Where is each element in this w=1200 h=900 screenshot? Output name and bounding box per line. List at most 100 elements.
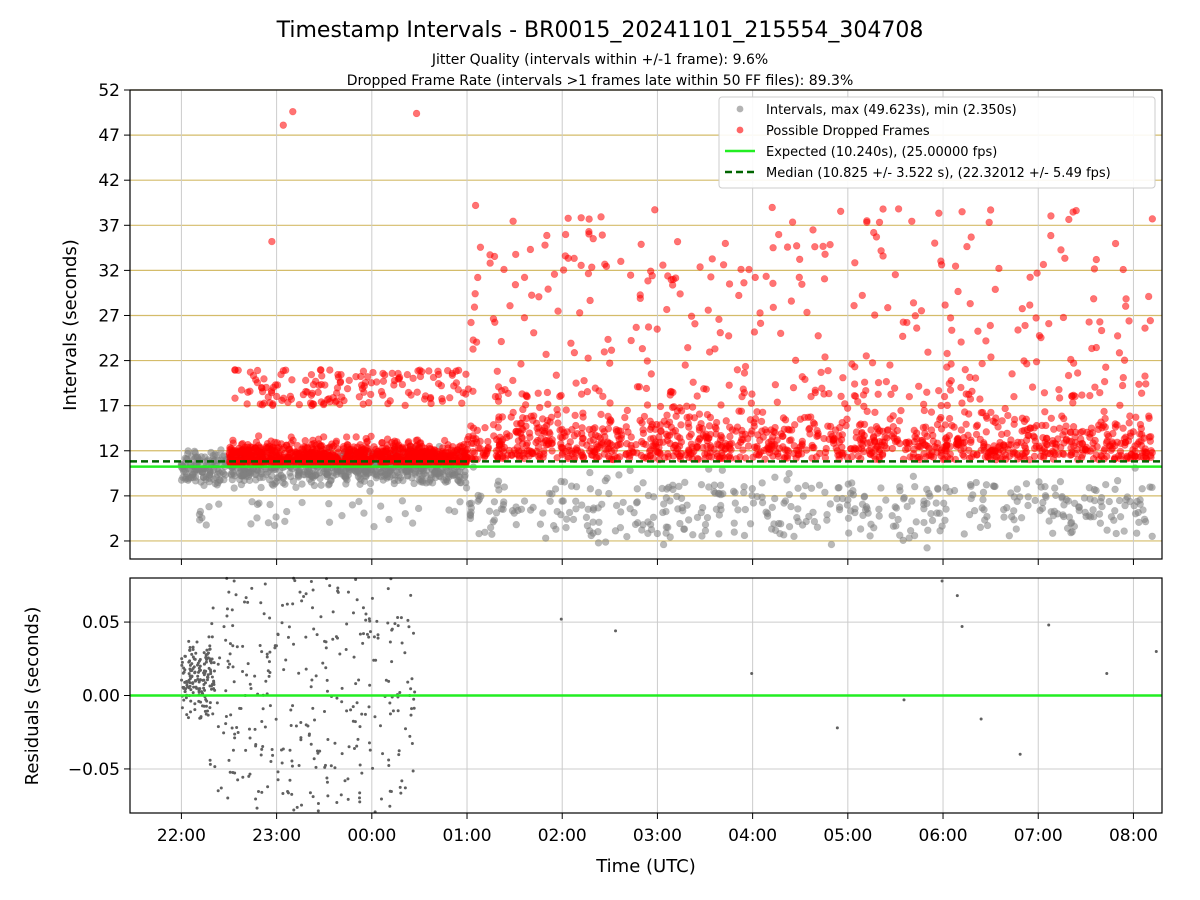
interval-point — [844, 529, 853, 537]
residual-point — [248, 736, 252, 740]
residual-point — [376, 633, 380, 637]
dropped-frame-point — [585, 215, 593, 223]
residual-point — [346, 797, 350, 801]
residual-point — [197, 690, 201, 694]
dropped-frame-point — [798, 440, 806, 448]
residual-point — [412, 631, 416, 635]
interval-point — [1148, 483, 1156, 492]
residual-point — [393, 622, 397, 626]
dropped-frame-point — [381, 371, 389, 379]
interval-point — [1039, 498, 1047, 507]
residual-point — [228, 662, 232, 666]
dropped-frame-point — [617, 257, 625, 266]
dropped-frame-point — [1037, 333, 1045, 342]
interval-point — [541, 534, 550, 542]
residual-point — [231, 644, 235, 648]
dropped-frame-point — [811, 386, 819, 394]
dropped-frame-point — [987, 408, 995, 417]
dropped-frame-point — [289, 452, 297, 460]
dropped-frame-point — [874, 378, 883, 387]
residual-point — [407, 625, 411, 629]
dropped-frame-point — [940, 392, 949, 401]
dropped-frame-point — [943, 401, 951, 410]
residual-point — [314, 674, 318, 678]
residual-point — [299, 721, 303, 725]
dropped-frame-point — [683, 413, 691, 422]
dropped-frame-point — [767, 437, 775, 445]
dropped-frame-point — [662, 430, 670, 438]
dropped-frame-point — [522, 441, 531, 450]
dropped-frame-point — [933, 439, 942, 447]
residual-point — [216, 789, 220, 793]
dropped-frame-point — [748, 390, 756, 398]
residual-point — [389, 789, 393, 793]
subtitle-jitter: Jitter Quality (intervals within +/-1 fr… — [431, 52, 768, 68]
dropped-frame-point — [379, 377, 388, 385]
residual-point — [212, 679, 216, 683]
dropped-frame-point — [490, 432, 498, 440]
residual-point — [205, 699, 209, 703]
interval-point — [445, 506, 453, 514]
residual-point — [205, 648, 209, 652]
residual-point — [344, 647, 348, 651]
residual-point — [329, 764, 333, 768]
dropped-frame-point — [1119, 265, 1127, 274]
dropped-frame-point — [820, 390, 828, 398]
dropped-frame-point — [992, 414, 1000, 422]
interval-point — [815, 481, 824, 489]
dropped-frame-point — [874, 390, 882, 398]
interval-point — [612, 501, 621, 510]
interval-point — [934, 485, 942, 493]
residual-point — [265, 652, 269, 656]
interval-point — [279, 474, 287, 482]
residual-point — [244, 748, 248, 752]
dropped-frame-point — [401, 401, 409, 410]
interval-point — [323, 470, 331, 479]
residual-point — [224, 714, 228, 718]
residual-point — [940, 579, 944, 583]
residual-point — [367, 617, 371, 621]
dropped-frame-point — [585, 227, 593, 236]
dropped-frame-point — [237, 386, 246, 394]
interval-point — [408, 474, 416, 482]
dropped-frame-point — [369, 368, 377, 377]
dropped-frame-point — [276, 450, 284, 458]
dropped-frame-point — [779, 432, 787, 440]
residual-point — [205, 678, 209, 682]
residual-point — [191, 666, 195, 670]
interval-point — [941, 516, 949, 524]
dropped-frame-point — [1120, 356, 1129, 364]
interval-point — [477, 492, 485, 500]
dropped-frame-point — [663, 305, 671, 314]
interval-point — [734, 506, 742, 514]
interval-point — [398, 497, 407, 505]
interval-point — [212, 473, 220, 482]
dropped-frame-point — [1123, 453, 1132, 462]
dropped-frame-point — [509, 376, 517, 385]
dropped-frame-point — [946, 314, 955, 322]
interval-point — [771, 494, 779, 503]
dropped-frame-point — [621, 413, 629, 422]
interval-point — [1082, 512, 1090, 521]
x-tick-label: 04:00 — [728, 826, 777, 846]
interval-point — [177, 476, 186, 484]
residual-point — [319, 615, 323, 619]
dropped-frame-point — [879, 205, 887, 213]
dropped-frame-point — [961, 365, 969, 374]
residual-point — [308, 791, 312, 795]
dropped-frame-point — [962, 390, 970, 398]
dropped-frame-point — [991, 285, 999, 294]
dropped-frame-point — [1106, 442, 1115, 450]
residual-point — [229, 713, 233, 717]
dropped-frame-point — [719, 261, 728, 269]
residual-point — [263, 725, 267, 729]
residual-point — [333, 741, 337, 745]
interval-point — [677, 494, 686, 502]
dropped-frame-point — [1126, 432, 1134, 440]
dropped-frame-point — [614, 440, 623, 449]
residual-point — [338, 652, 342, 656]
dropped-frame-point — [550, 270, 559, 278]
interval-point — [294, 467, 302, 475]
residual-point — [328, 584, 332, 588]
dropped-frame-point — [1111, 239, 1120, 248]
